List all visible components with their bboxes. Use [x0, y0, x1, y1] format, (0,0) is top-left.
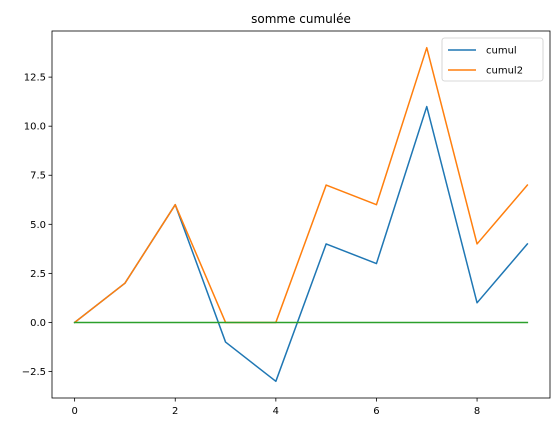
chart-title: somme cumulée — [251, 12, 351, 26]
x-tick-label: 4 — [273, 406, 279, 417]
series-line-cumul — [75, 107, 528, 382]
y-tick-label: −2.5 — [22, 367, 46, 378]
legend: cumul cumul2 — [442, 38, 543, 81]
y-tick-label: 12.5 — [24, 73, 46, 84]
y-tick-label: 7.5 — [30, 171, 46, 182]
x-tick-label: 2 — [172, 406, 178, 417]
y-tick-label: 5.0 — [30, 220, 46, 231]
y-tick-label: 10.0 — [24, 122, 46, 133]
axis-ticks: 0 2 4 6 8 −2.5 0.0 2.5 5.0 7.5 10.0 12.5 — [22, 73, 481, 417]
series-lines — [75, 48, 528, 382]
x-tick-label: 6 — [373, 406, 379, 417]
legend-label-cumul: cumul — [486, 46, 517, 57]
plot-frame — [52, 31, 550, 398]
y-tick-label: 2.5 — [30, 269, 46, 280]
y-tick-label: 0.0 — [30, 318, 46, 329]
x-tick-label: 0 — [71, 406, 77, 417]
legend-label-cumul2: cumul2 — [486, 66, 523, 77]
series-line-cumul2 — [75, 48, 528, 323]
x-tick-label: 8 — [474, 406, 480, 417]
